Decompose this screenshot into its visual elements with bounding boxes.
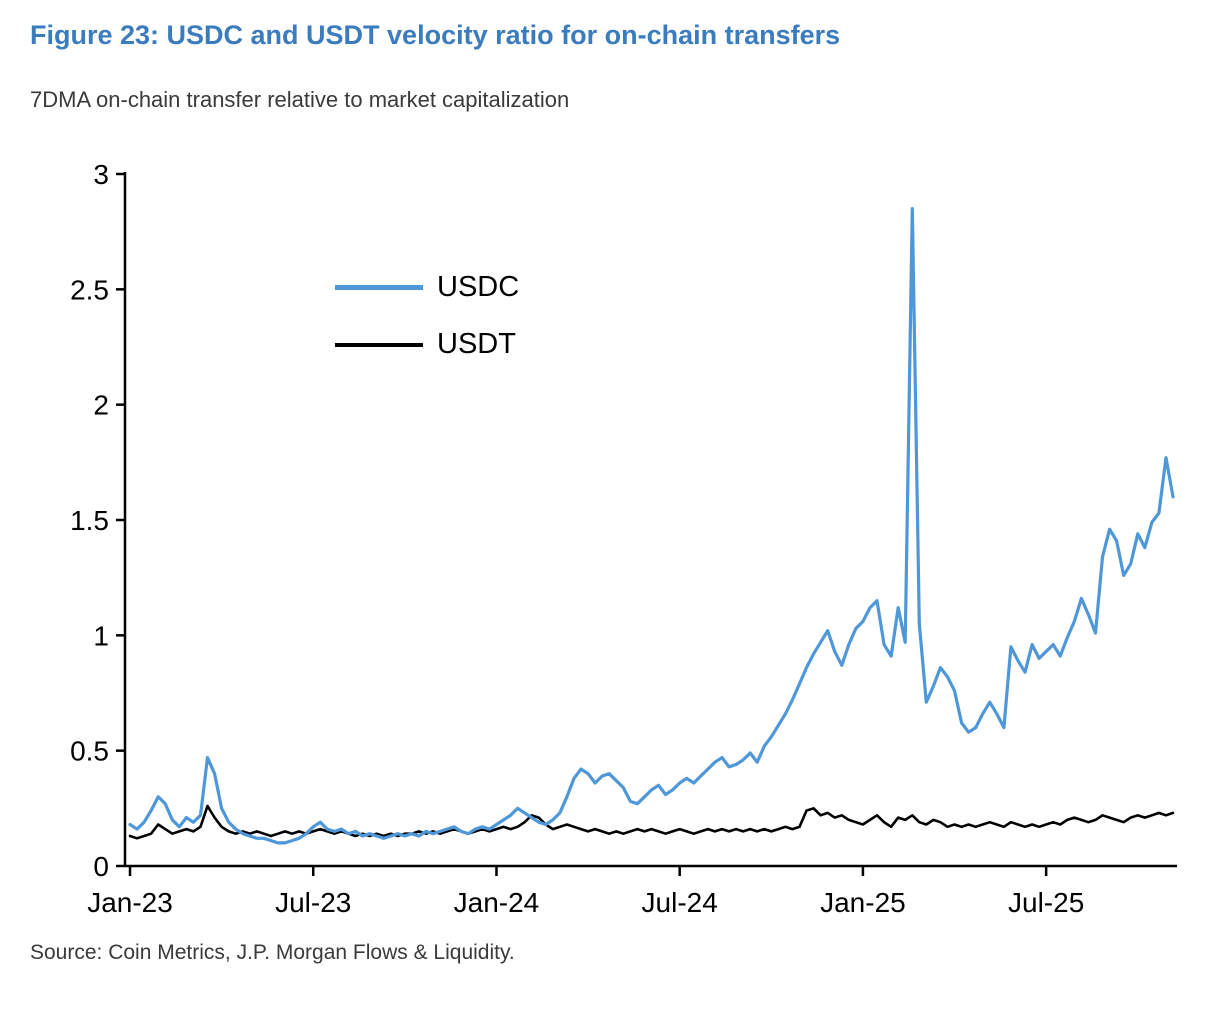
figure-title: Figure 23: USDC and USDT velocity ratio … — [30, 20, 841, 50]
usdt-line-swatch — [335, 342, 423, 347]
svg-text:Jul-25: Jul-25 — [1008, 887, 1084, 918]
document-page: Figure 23: USDC and USDT velocity ratio … — [0, 20, 1177, 964]
chart-area: 0 0.5 1 1.5 2 2.5 3 Jan-23 Jul-23 Jan-24 Jul-24 Jan… — [0, 141, 1177, 941]
legend-label-usdc: USDC — [437, 271, 520, 303]
svg-text:Jan-25: Jan-25 — [820, 887, 906, 918]
legend-label-usdt: USDT — [437, 328, 516, 360]
chart-legend: USDC USDT — [335, 271, 519, 361]
legend-item-usdt: USDT — [335, 328, 519, 361]
svg-text:3: 3 — [93, 159, 109, 190]
svg-text:2.5: 2.5 — [70, 274, 109, 305]
legend-item-usdc: USDC — [335, 271, 519, 304]
svg-text:2: 2 — [93, 390, 109, 421]
usdc-line-swatch — [335, 285, 423, 290]
svg-text:0.5: 0.5 — [70, 736, 109, 767]
svg-text:0: 0 — [93, 851, 109, 882]
figure-subtitle: 7DMA on-chain transfer relative to marke… — [30, 87, 570, 112]
svg-text:Jan-24: Jan-24 — [454, 887, 540, 918]
svg-text:Jul-23: Jul-23 — [275, 887, 351, 918]
svg-text:1: 1 — [93, 620, 109, 651]
line-chart: 0 0.5 1 1.5 2 2.5 3 Jan-23 Jul-23 Jan-24 Jul-24 Jan… — [70, 159, 1177, 918]
source-note: Source: Coin Metrics, J.P. Morgan Flows … — [30, 941, 515, 964]
svg-text:Jan-23: Jan-23 — [87, 887, 173, 918]
svg-text:1.5: 1.5 — [70, 505, 109, 536]
svg-text:Jul-24: Jul-24 — [642, 887, 718, 918]
